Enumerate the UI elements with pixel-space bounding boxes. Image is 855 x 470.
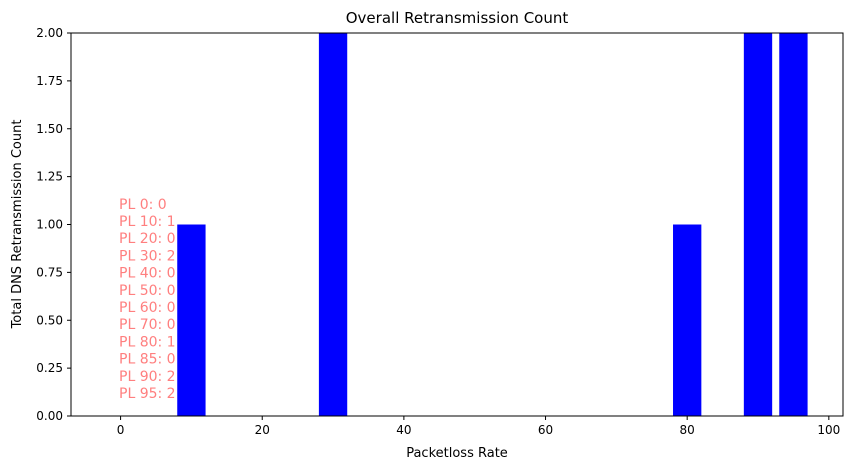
bar-pl-80 (673, 224, 702, 416)
y-tick-label: 0.25 (36, 361, 63, 375)
annotation-label: PL 80: 1 (119, 334, 176, 350)
annotation-label: PL 20: 0 (119, 231, 176, 247)
y-tick-label: 1.75 (36, 74, 63, 88)
annotation-label: PL 90: 2 (119, 369, 176, 385)
y-tick-label: 0.75 (36, 265, 63, 279)
x-tick-label: 20 (255, 423, 270, 437)
bar-pl-90 (743, 33, 773, 416)
bar-pl-95 (779, 33, 808, 416)
annotation-label: PL 0: 0 (119, 197, 167, 213)
annotation-label: PL 10: 1 (119, 214, 176, 230)
x-tick-label: 40 (396, 423, 411, 437)
bar-pl-30 (318, 33, 348, 416)
annotation-label: PL 95: 2 (119, 386, 176, 402)
y-tick-label: 1.25 (36, 170, 63, 184)
y-tick-label: 0.00 (36, 409, 63, 423)
annotation-label: PL 30: 2 (119, 248, 176, 264)
y-tick-label: 1.50 (36, 122, 63, 136)
annotation-label: PL 40: 0 (119, 266, 176, 282)
x-tick-label: 0 (117, 423, 125, 437)
annotation-group: PL 0: 0PL 10: 1PL 20: 0PL 30: 2PL 40: 0P… (119, 197, 176, 402)
y-tick-label: 0.50 (36, 313, 63, 327)
bars-group (177, 33, 808, 416)
x-tick-label: 100 (817, 423, 840, 437)
y-tick-label: 2.00 (36, 26, 63, 40)
y-tick-label: 1.00 (36, 218, 63, 232)
annotation-label: PL 70: 0 (119, 317, 176, 333)
annotation-label: PL 85: 0 (119, 352, 176, 368)
x-tick-label: 80 (680, 423, 695, 437)
x-axis-label: Packetloss Rate (406, 446, 508, 461)
annotation-label: PL 50: 0 (119, 283, 176, 299)
annotation-label: PL 60: 0 (119, 300, 176, 316)
plot-area-group: PL 0: 0PL 10: 1PL 20: 0PL 30: 2PL 40: 0P… (36, 26, 844, 437)
bar-pl-10 (177, 224, 206, 416)
y-axis-label: Total DNS Retransmission Count (10, 120, 25, 330)
x-tick-label: 60 (538, 423, 553, 437)
chart-title: Overall Retransmission Count (346, 9, 569, 27)
